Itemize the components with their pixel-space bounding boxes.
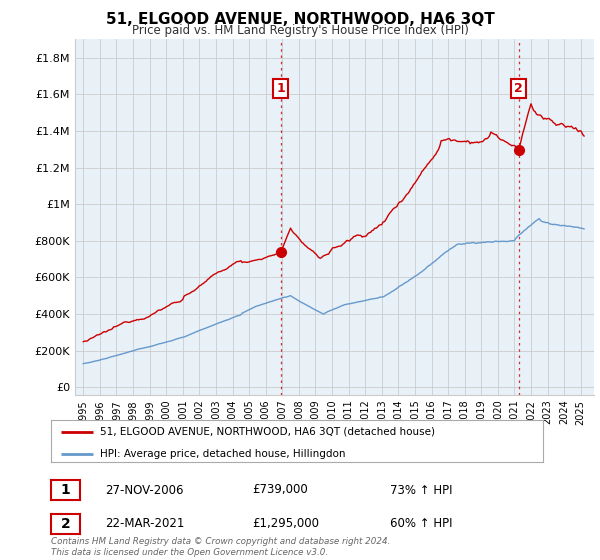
- Text: 60% ↑ HPI: 60% ↑ HPI: [390, 517, 452, 530]
- Text: Contains HM Land Registry data © Crown copyright and database right 2024.
This d: Contains HM Land Registry data © Crown c…: [51, 537, 391, 557]
- Text: 51, ELGOOD AVENUE, NORTHWOOD, HA6 3QT (detached house): 51, ELGOOD AVENUE, NORTHWOOD, HA6 3QT (d…: [100, 427, 435, 437]
- Text: 1: 1: [277, 82, 286, 95]
- Text: HPI: Average price, detached house, Hillingdon: HPI: Average price, detached house, Hill…: [100, 449, 346, 459]
- Text: 51, ELGOOD AVENUE, NORTHWOOD, HA6 3QT: 51, ELGOOD AVENUE, NORTHWOOD, HA6 3QT: [106, 12, 494, 27]
- Text: 27-NOV-2006: 27-NOV-2006: [105, 483, 184, 497]
- Text: 1: 1: [61, 483, 70, 497]
- Text: 73% ↑ HPI: 73% ↑ HPI: [390, 483, 452, 497]
- Text: Price paid vs. HM Land Registry's House Price Index (HPI): Price paid vs. HM Land Registry's House …: [131, 24, 469, 36]
- Text: £739,000: £739,000: [252, 483, 308, 497]
- Text: 22-MAR-2021: 22-MAR-2021: [105, 517, 184, 530]
- Text: 2: 2: [61, 516, 70, 531]
- Text: 2: 2: [514, 82, 523, 95]
- Text: £1,295,000: £1,295,000: [252, 517, 319, 530]
